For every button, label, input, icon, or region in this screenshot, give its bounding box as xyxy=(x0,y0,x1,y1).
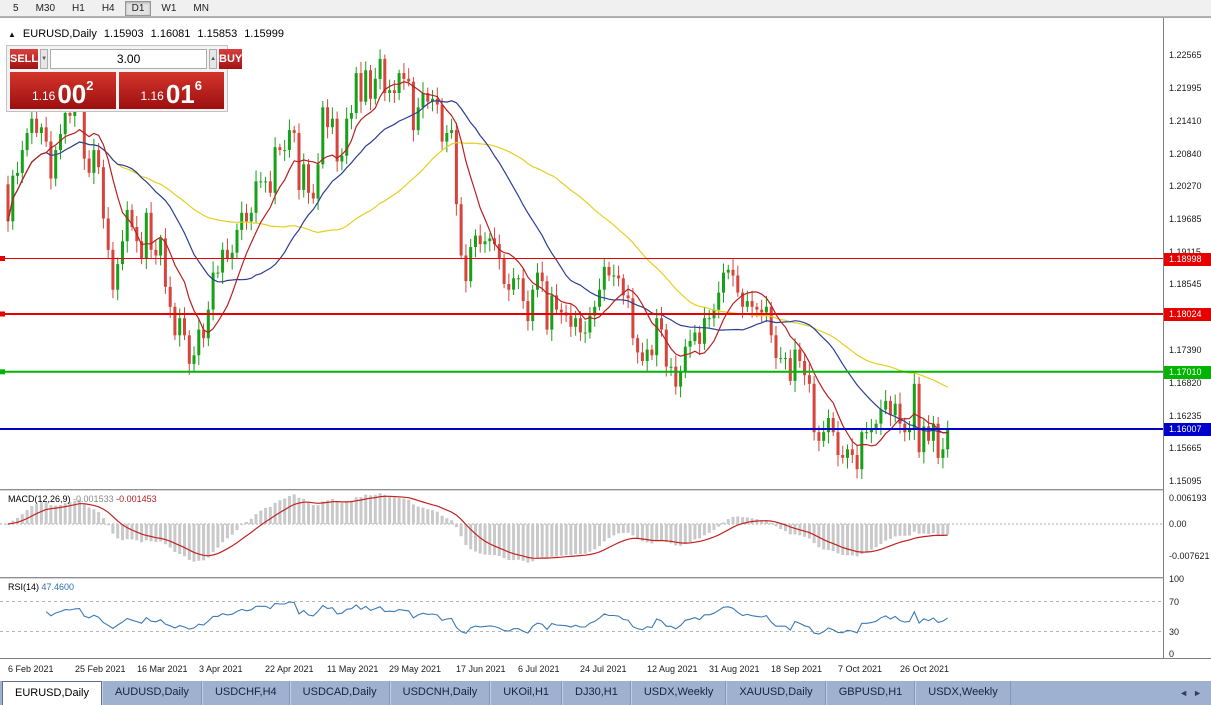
price-tick-1.16820: 1.16820 xyxy=(1169,378,1202,388)
tab-xauusd-daily-8[interactable]: XAUUSD,Daily xyxy=(726,681,826,705)
timeframe-m30[interactable]: M30 xyxy=(35,2,56,14)
date-label: 17 Jun 2021 xyxy=(456,664,506,674)
date-label: 26 Oct 2021 xyxy=(900,664,950,674)
price-tick-1.15095: 1.15095 xyxy=(1169,476,1202,486)
one-click-trading-panel: SELL ▼ ▲ BUY 1.16 00 2 1.16 01 6 xyxy=(6,45,243,112)
price-tick-1.19685: 1.19685 xyxy=(1169,214,1202,224)
chart-tab-bar: EURUSD,Daily AUDUSD,Daily USDCHF,H4 USDCAD,… xyxy=(0,681,1211,705)
date-label: 3 Apr 2021 xyxy=(199,664,243,674)
buy-price-point: 6 xyxy=(194,78,202,93)
rsi-label: RSI(14) 47.4600 xyxy=(8,582,75,592)
timeframe-5[interactable]: 5 xyxy=(13,2,19,14)
timeframe-mn[interactable]: MN xyxy=(193,2,209,14)
tab-usdcad-daily-3[interactable]: USDCAD,Daily xyxy=(289,681,390,705)
timeframe-toolbar: 5 M30 H1 H4 D1 W1 MN xyxy=(0,0,1211,17)
rsi-axis-100: 100 xyxy=(1169,574,1185,584)
timeframe-w1[interactable]: W1 xyxy=(161,2,177,14)
macd-axis-0.006193: 0.006193 xyxy=(1169,493,1207,503)
macd-canvas[interactable] xyxy=(0,491,1163,577)
price-tag-1.17010: 1.17010 xyxy=(1164,366,1211,379)
macd-panel-divider[interactable] xyxy=(0,489,1211,491)
tab-ukoil-h1-5[interactable]: UKOil,H1 xyxy=(490,681,563,705)
price-tick-1.21995: 1.21995 xyxy=(1169,83,1202,93)
tab-usdx-weekly-7[interactable]: USDX,Weekly xyxy=(630,681,727,705)
chart-ohlc-header: ▲ EURUSD,Daily 1.15903 1.16081 1.15853 1… xyxy=(8,28,284,40)
sell-price-prefix: 1.16 xyxy=(31,89,56,103)
buy-price-prefix: 1.16 xyxy=(140,89,164,103)
price-tick-1.15665: 1.15665 xyxy=(1169,443,1202,453)
tab-scroll-controls: ◄ ► xyxy=(1170,681,1211,705)
price-tick-1.17390: 1.17390 xyxy=(1169,345,1202,355)
one-click-toggle-icon[interactable]: ▲ xyxy=(8,29,16,39)
rsi-axis-30: 30 xyxy=(1169,627,1180,637)
date-axis[interactable]: 6 Feb 2021 25 Feb 2021 16 Mar 2021 3 Apr 20… xyxy=(0,658,1211,682)
tab-usdx-weekly-10[interactable]: USDX,Weekly xyxy=(915,681,1011,705)
tab-gbpusd-h1-9[interactable]: GBPUSD,H1 xyxy=(825,681,916,705)
rsi-axis-0: 0 xyxy=(1169,649,1175,659)
price-chart-canvas[interactable] xyxy=(0,19,1163,489)
price-tick-1.20840: 1.20840 xyxy=(1169,149,1202,159)
price-tick-1.19115: 1.19115 xyxy=(1169,247,1201,257)
tab-eurusd-daily[interactable]: EURUSD,Daily xyxy=(2,681,102,705)
tab-usdcnh-daily-4[interactable]: USDCNH,Daily xyxy=(389,681,491,705)
rsi-panel-divider[interactable] xyxy=(0,577,1211,579)
tab-usdchf-h4-2[interactable]: USDCHF,H4 xyxy=(201,681,290,705)
sell-price-tile[interactable]: 1.16 00 2 xyxy=(10,72,116,109)
buy-button[interactable]: BUY xyxy=(219,49,243,69)
timeframe-d1[interactable]: D1 xyxy=(124,0,152,16)
price-tag-1.16007: 1.16007 xyxy=(1164,423,1211,436)
date-label: 18 Sep 2021 xyxy=(771,664,823,674)
date-label: 16 Mar 2021 xyxy=(137,664,188,674)
chart-title: EURUSD,Daily xyxy=(22,28,97,40)
date-label: 12 Aug 2021 xyxy=(647,664,698,674)
date-label: 22 Apr 2021 xyxy=(265,664,314,674)
date-label: 25 Feb 2021 xyxy=(75,664,126,674)
tab-audusd-daily-1[interactable]: AUDUSD,Daily xyxy=(101,681,202,705)
price-tick-1.18545: 1.18545 xyxy=(1169,279,1202,289)
price-axis[interactable]: 1.15095 1.15665 1.16235 1.16820 1.17390 1.185… xyxy=(1163,18,1211,659)
volume-decrease-icon[interactable]: ▼ xyxy=(40,49,49,69)
tab-scroll-left-icon[interactable]: ◄ xyxy=(1179,688,1189,698)
volume-increase-icon[interactable]: ▲ xyxy=(209,49,218,69)
rsi-axis-70: 70 xyxy=(1169,597,1180,607)
date-label: 6 Feb 2021 xyxy=(8,664,54,674)
date-label: 7 Oct 2021 xyxy=(838,664,883,674)
price-tick-1.16235: 1.16235 xyxy=(1169,411,1202,421)
sell-button[interactable]: SELL xyxy=(10,49,39,69)
price-tag-1.18998: 1.18998 xyxy=(1164,253,1211,266)
date-label: 29 May 2021 xyxy=(389,664,442,674)
date-label: 24 Jul 2021 xyxy=(580,664,627,674)
buy-price-tile[interactable]: 1.16 01 6 xyxy=(118,72,224,109)
volume-input[interactable] xyxy=(50,49,208,69)
timeframe-h4[interactable]: H4 xyxy=(101,2,115,14)
sell-price-pips: 00 xyxy=(57,79,87,109)
price-tag-1.18024: 1.18024 xyxy=(1164,308,1211,321)
ohlc-high: 1.16081 xyxy=(150,28,191,40)
tab-scroll-right-icon[interactable]: ► xyxy=(1193,688,1202,698)
chart-window: ▲ EURUSD,Daily 1.15903 1.16081 1.15853 1… xyxy=(0,17,1211,682)
tab-dj30-h1-6[interactable]: DJ30,H1 xyxy=(562,681,631,705)
sell-price-point: 2 xyxy=(86,78,94,93)
date-label: 6 Jul 2021 xyxy=(518,664,560,674)
price-tick-1.22565: 1.22565 xyxy=(1169,50,1202,60)
date-label: 31 Aug 2021 xyxy=(709,664,760,674)
date-label: 11 May 2021 xyxy=(327,664,379,674)
rsi-canvas[interactable] xyxy=(0,579,1163,657)
price-tick-1.20270: 1.20270 xyxy=(1169,181,1202,191)
macd-label: MACD(12,26,9) -0.001533 -0.001453 xyxy=(8,494,157,504)
macd-axis-0.00: 0.00 xyxy=(1169,519,1187,529)
buy-price-pips: 01 xyxy=(165,79,195,109)
price-tick-1.21410: 1.21410 xyxy=(1169,116,1202,126)
ohlc-low: 1.15853 xyxy=(197,28,238,40)
ohlc-open: 1.15903 xyxy=(103,28,144,40)
timeframe-h1[interactable]: H1 xyxy=(72,2,85,14)
macd-axis--0.007621: -0.007621 xyxy=(1169,551,1210,561)
ohlc-close: 1.15999 xyxy=(244,28,284,40)
